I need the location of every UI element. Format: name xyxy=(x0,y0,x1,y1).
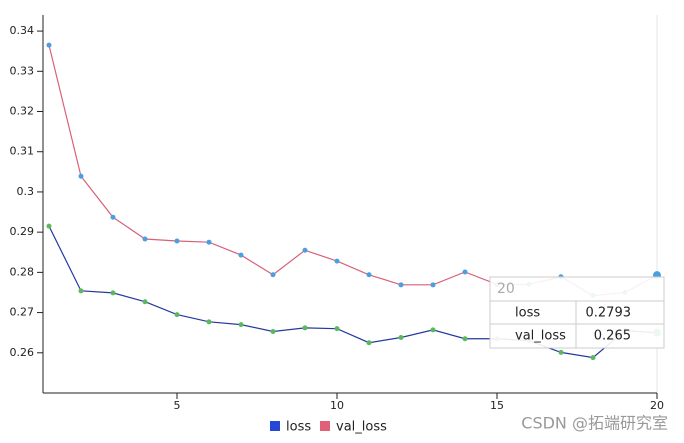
tooltip-value: 0.2793 xyxy=(586,306,632,321)
data-point xyxy=(238,322,244,328)
data-point xyxy=(302,325,308,331)
data-point xyxy=(558,349,564,355)
data-point xyxy=(206,239,212,245)
y-tick-label: 0.31 xyxy=(10,145,35,158)
y-tick-label: 0.33 xyxy=(10,64,35,77)
x-tick-label: 5 xyxy=(174,399,181,412)
tooltip-key: val_loss xyxy=(515,329,566,344)
data-point xyxy=(46,42,52,48)
y-tick-label: 0.27 xyxy=(10,306,35,319)
data-point xyxy=(270,272,276,278)
tooltip-value: 0.265 xyxy=(594,329,631,344)
data-point xyxy=(78,173,84,179)
legend-swatch xyxy=(320,421,330,431)
x-tick-label: 20 xyxy=(650,399,664,412)
plot: 0.26 0.27 0.28 0.29 0.3 0.31 0.32 0.33 0.34 5 10 15… xyxy=(10,24,665,412)
data-point xyxy=(398,282,404,288)
data-point xyxy=(302,247,308,253)
data-point xyxy=(270,328,276,334)
data-point xyxy=(430,327,436,333)
y-tick-label: 0.34 xyxy=(10,24,35,37)
data-point xyxy=(334,258,340,264)
series-line xyxy=(48,45,658,297)
data-point xyxy=(398,335,404,341)
y-tick-label: 0.28 xyxy=(10,265,35,278)
data-point xyxy=(366,340,372,346)
series-line xyxy=(48,225,658,359)
data-point xyxy=(174,238,180,244)
data-point xyxy=(238,252,244,258)
y-tick-label: 0.3 xyxy=(17,185,35,198)
y-tick-label: 0.26 xyxy=(10,346,35,359)
data-point xyxy=(142,299,148,305)
x-tick-label: 15 xyxy=(490,399,504,412)
y-tick-label: 0.32 xyxy=(10,105,35,118)
tooltip-key: loss xyxy=(515,306,540,321)
data-point xyxy=(142,236,148,242)
legend-label: loss xyxy=(286,420,311,435)
data-point xyxy=(462,269,468,275)
data-point xyxy=(430,282,436,288)
data-point xyxy=(78,288,84,294)
data-point xyxy=(366,272,372,278)
data-point xyxy=(46,223,52,229)
data-point xyxy=(110,290,116,296)
data-point xyxy=(206,319,212,325)
watermark: CSDN @拓端研究室 xyxy=(521,414,668,433)
data-point xyxy=(334,326,340,332)
data-point xyxy=(174,312,180,318)
legend-swatch xyxy=(270,421,280,431)
data-point xyxy=(590,355,596,361)
y-tick-label: 0.29 xyxy=(10,225,35,238)
tooltip: 20 loss 0.2793 val_loss 0.265 xyxy=(489,276,665,349)
data-point xyxy=(110,214,116,220)
data-point xyxy=(462,336,468,342)
x-tick-label: 10 xyxy=(330,399,344,412)
legend-label: val_loss xyxy=(336,420,387,435)
tooltip-box xyxy=(489,276,665,349)
tooltip-title: 20 xyxy=(497,281,515,297)
